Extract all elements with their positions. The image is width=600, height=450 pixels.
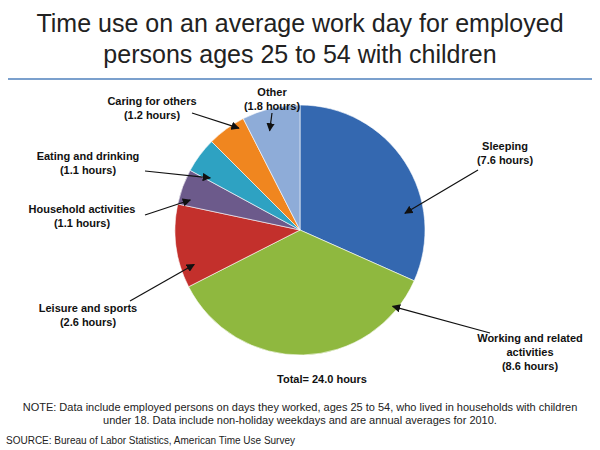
chart: Time use on an average work day for empl…	[0, 0, 600, 450]
data-label: (2.6 hours)	[60, 316, 117, 328]
text-line: Other	[257, 86, 287, 98]
slice-label: Household activities	[29, 203, 136, 215]
arrow	[270, 113, 272, 131]
text-line: Eating and drinking	[37, 150, 140, 162]
title: Time use on an average work day for empl…	[36, 9, 563, 68]
source: SOURCE: Bureau of Labor Statistics, Amer…	[6, 435, 295, 446]
text-line: NOTE: Data include employed persons on d…	[23, 401, 578, 413]
text-line: Sleeping	[482, 140, 528, 152]
arrow	[405, 170, 478, 213]
slice-label: Sleeping	[482, 140, 528, 152]
plot-area	[175, 105, 425, 355]
data-label: (1.1 hours)	[60, 164, 117, 176]
pie	[175, 105, 425, 355]
data-label: (1.1 hours)	[54, 217, 111, 229]
text-line: Caring for others	[107, 95, 196, 107]
text-line: Leisure and sports	[39, 302, 137, 314]
arrow	[192, 113, 239, 128]
data-label: (8.6 hours)	[502, 360, 559, 372]
text-line: under 18. Data include non-holiday weekd…	[103, 414, 497, 426]
slice-label: Leisure and sports	[39, 302, 137, 314]
slice-label: Eating and drinking	[37, 150, 140, 162]
annotation: Total= 24.0 hours	[277, 373, 367, 385]
data-label: (7.6 hours)	[477, 154, 534, 166]
text-line: persons ages 25 to 54 with children	[103, 40, 496, 68]
text-line: Working and related	[477, 332, 583, 344]
data-label: (1.8 hours)	[244, 100, 301, 112]
text-line: Time use on an average work day for empl…	[36, 9, 563, 37]
arrow	[393, 306, 490, 333]
slice-label: Caring for others	[107, 95, 196, 107]
arrow	[130, 264, 194, 301]
note: NOTE: Data include employed persons on d…	[23, 401, 578, 426]
title-rule	[8, 78, 592, 80]
text-line: activities	[506, 346, 553, 358]
labels: Sleeping (7.6 hours) Working and related ac…	[29, 86, 583, 372]
arrow	[145, 171, 210, 178]
text-line: Household activities	[29, 203, 136, 215]
slice-label: Other	[257, 86, 287, 98]
arrow	[145, 200, 190, 215]
pie-slice	[243, 105, 300, 230]
slice-label: Working and related activities	[477, 332, 583, 358]
data-label: (1.2 hours)	[124, 109, 181, 121]
